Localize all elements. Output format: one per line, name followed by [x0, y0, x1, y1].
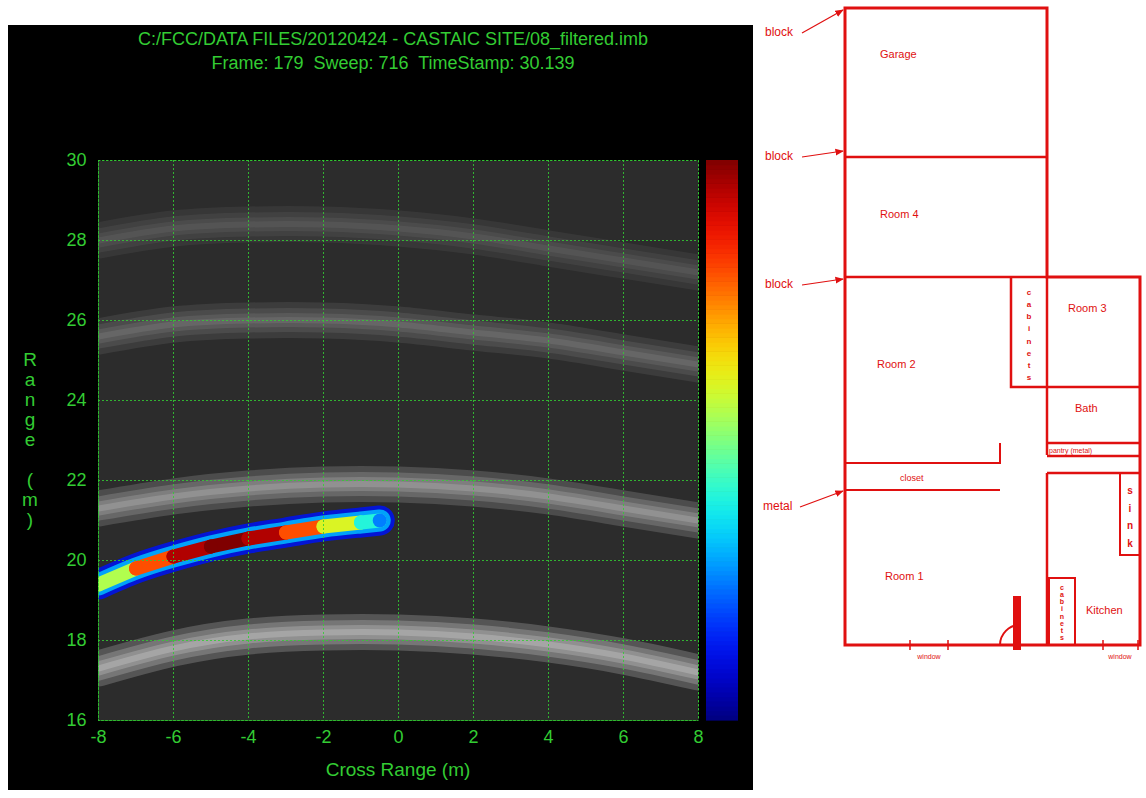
svg-text:18: 18 — [66, 630, 86, 650]
svg-text:30: 30 — [66, 150, 86, 170]
svg-text:Room 1: Room 1 — [885, 570, 924, 582]
svg-text:20: 20 — [66, 550, 86, 570]
svg-text:window: window — [916, 653, 941, 660]
svg-text:2: 2 — [468, 727, 478, 747]
svg-text:block: block — [765, 25, 794, 39]
svg-text:Garage: Garage — [880, 48, 917, 60]
svg-text:cabinets: cabinets — [1060, 584, 1064, 641]
svg-text:Room 2: Room 2 — [877, 358, 916, 370]
svg-text:6: 6 — [618, 727, 628, 747]
svg-text:16: 16 — [66, 710, 86, 730]
svg-text:-2: -2 — [315, 727, 331, 747]
svg-text:closet: closet — [900, 473, 924, 483]
svg-text:block: block — [765, 149, 794, 163]
svg-text:Range (m): Range (m) — [22, 349, 38, 530]
svg-text:window: window — [1107, 653, 1132, 660]
svg-text:metal: metal — [763, 499, 792, 513]
svg-text:22: 22 — [66, 470, 86, 490]
html-text:C:/FCC/DATA FILES/20120424 - C: C:/FCC/DATA FILES/20120424 - CASTAIC SIT… — [137, 29, 649, 49]
svg-text:Kitchen: Kitchen — [1086, 604, 1123, 616]
svg-text:Bath: Bath — [1075, 402, 1098, 414]
svg-text:28: 28 — [66, 230, 86, 250]
svg-text:cabinets: cabinets — [1027, 288, 1032, 382]
svg-text:Room 4: Room 4 — [880, 208, 919, 220]
svg-text:block: block — [765, 277, 794, 291]
svg-text:Cross Range (m): Cross Range (m) — [326, 759, 471, 780]
svg-text:4: 4 — [543, 727, 553, 747]
svg-text:0: 0 — [393, 727, 403, 747]
svg-text:26: 26 — [66, 310, 86, 330]
svg-text:sink: sink — [1127, 485, 1133, 549]
svg-text:-4: -4 — [240, 727, 256, 747]
html-text:Frame: 179 Sweep: 716 TimeStam: Frame: 179 Sweep: 716 TimeStamp: 30.139 — [211, 53, 575, 73]
svg-text:Room 3: Room 3 — [1068, 302, 1107, 314]
svg-text:-8: -8 — [90, 727, 106, 747]
svg-text:24: 24 — [66, 390, 86, 410]
svg-text:8: 8 — [693, 727, 703, 747]
svg-text:-6: -6 — [165, 727, 181, 747]
svg-text:pantry (metal): pantry (metal) — [1049, 447, 1092, 455]
